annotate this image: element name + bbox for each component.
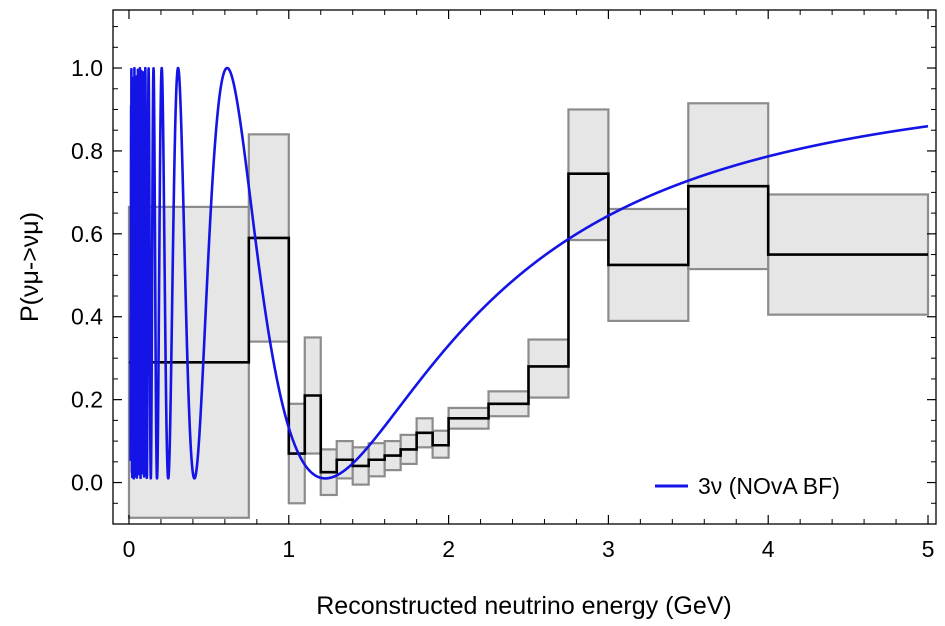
measured-steps — [128, 172, 929, 474]
oscillation-curve-group — [129, 66, 930, 480]
measured-step-line — [128, 172, 929, 474]
axis-ticks — [113, 10, 936, 524]
x-tick-label: 4 — [762, 536, 775, 562]
legend-label: 3ν (NOvA BF) — [698, 473, 840, 499]
y-tick-label: 1.0 — [71, 55, 103, 81]
x-tick-label: 1 — [282, 536, 295, 562]
y-tick-labels: 0.0 0.2 0.4 0.6 0.8 1.0 — [71, 55, 103, 496]
legend: 3ν (NOvA BF) — [655, 473, 840, 499]
y-tick-label: 0.6 — [71, 221, 103, 247]
x-tick-label: 5 — [922, 536, 935, 562]
oscillation-curve — [129, 66, 930, 480]
y-tick-label: 0.2 — [71, 387, 103, 413]
error-band-14 — [527, 338, 570, 399]
x-tick-labels: 0 1 2 3 4 5 — [123, 536, 935, 562]
y-tick-label: 0.0 — [71, 470, 103, 496]
plot-frame — [112, 9, 937, 525]
x-tick-label: 2 — [442, 536, 455, 562]
y-axis-label: P(νμ->νμ) — [16, 212, 44, 322]
y-tick-label: 0.4 — [71, 304, 103, 330]
x-tick-label: 3 — [602, 536, 615, 562]
x-tick-label: 0 — [123, 536, 136, 562]
x-axis-label: Reconstructed neutrino energy (GeV) — [316, 592, 732, 620]
y-tick-label: 0.8 — [71, 138, 103, 164]
